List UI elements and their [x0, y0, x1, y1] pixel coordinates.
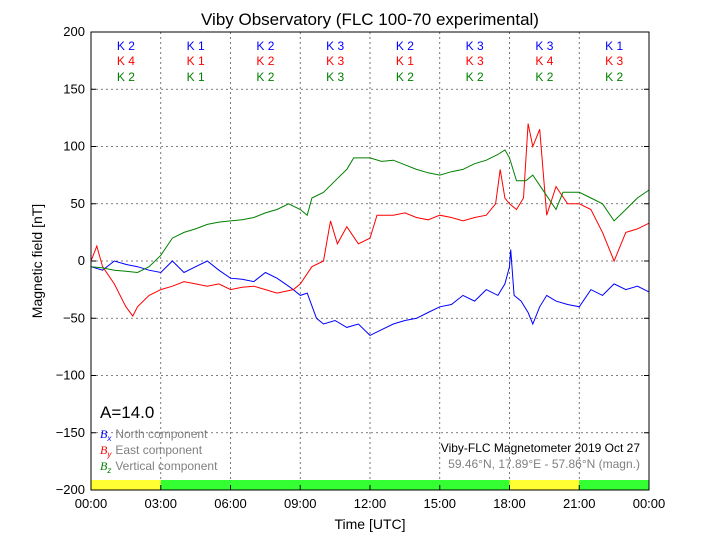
k-index-north: K 3 — [535, 39, 553, 53]
k-index-north: K 1 — [187, 39, 205, 53]
legend-label: North component — [115, 427, 208, 441]
x-tick-label: 09:00 — [284, 496, 317, 511]
activity-bar — [91, 480, 649, 490]
x-tick-label: 12:00 — [354, 496, 387, 511]
k-index-east: K 4 — [117, 54, 135, 68]
y-tick-label: −200 — [56, 482, 85, 497]
x-tick-label: 15:00 — [423, 496, 456, 511]
k-index-vertical: K 2 — [535, 70, 553, 84]
legend-entry: By East component — [100, 443, 203, 459]
k-index-east: K 1 — [187, 54, 205, 68]
k-index-vertical: K 3 — [326, 70, 344, 84]
k-index-vertical: K 2 — [256, 70, 274, 84]
chart-title: Viby Observatory (FLC 100-70 experimenta… — [201, 10, 539, 29]
y-tick-label: 50 — [71, 196, 85, 211]
legend-entry: Bz Vertical component — [100, 459, 218, 475]
legend-entry: Bx North component — [100, 427, 208, 443]
legend-symbol: B — [100, 459, 108, 473]
y-tick-label: 0 — [78, 253, 85, 268]
activity-segment — [160, 480, 510, 490]
k-index-north: K 2 — [117, 39, 135, 53]
k-index-vertical: K 1 — [187, 70, 205, 84]
k-index-vertical: K 2 — [466, 70, 484, 84]
legend-label: Vertical component — [115, 459, 218, 473]
station-label: Viby-FLC Magnetometer 2019 Oct 27 — [441, 441, 641, 455]
series-Bx — [90, 249, 650, 337]
x-tick-label: 06:00 — [214, 496, 247, 511]
legend-subscript: z — [106, 466, 111, 475]
y-axis-label: Magnetic field [nT] — [29, 204, 45, 318]
x-tick-label: 21:00 — [563, 496, 596, 511]
k-index-north: K 1 — [605, 39, 623, 53]
k-index-vertical: K 2 — [396, 70, 414, 84]
k-index-north: K 3 — [466, 39, 484, 53]
axis-ticks: 00:00 03:00 06:00 09:00 12:00 15:00 18:00 21:00… — [56, 24, 666, 511]
k-index-east: K 3 — [326, 54, 344, 68]
series-Bz — [90, 149, 650, 274]
legend-label: East component — [115, 443, 202, 457]
k-index-vertical: K 2 — [117, 70, 135, 84]
grid — [91, 32, 649, 490]
y-tick-label: 150 — [63, 81, 85, 96]
x-tick-label: 03:00 — [144, 496, 177, 511]
activity-segment — [509, 480, 580, 490]
x-tick-label: 00:00 — [633, 496, 666, 511]
legend-symbol: B — [100, 443, 108, 457]
k-index-vertical: K 2 — [605, 70, 623, 84]
y-tick-label: 100 — [63, 139, 85, 154]
activity-segment — [579, 480, 649, 490]
x-axis-label: Time [UTC] — [334, 516, 405, 532]
series-By — [90, 123, 650, 317]
legend-subscript: y — [106, 450, 112, 459]
plot-frame — [90, 31, 650, 491]
legend-symbol: B — [100, 427, 108, 441]
x-tick-label: 00:00 — [75, 496, 108, 511]
k-index-east: K 3 — [466, 54, 484, 68]
activity-segment — [91, 480, 161, 490]
y-tick-label: −150 — [56, 425, 85, 440]
k-index-east: K 2 — [256, 54, 274, 68]
y-tick-label: −50 — [63, 310, 85, 325]
k-index-north: K 2 — [256, 39, 274, 53]
y-tick-label: 200 — [63, 24, 85, 39]
k-index-north: K 3 — [326, 39, 344, 53]
x-tick-label: 18:00 — [493, 496, 526, 511]
k-index-east: K 3 — [605, 54, 623, 68]
k-index-east: K 4 — [535, 54, 553, 68]
k-index-east: K 1 — [396, 54, 414, 68]
y-tick-label: −100 — [56, 368, 85, 383]
k-index-north: K 2 — [396, 39, 414, 53]
series-lines — [90, 123, 650, 337]
legend-subscript: x — [106, 434, 112, 443]
a-index: A=14.0 — [100, 403, 154, 422]
coords-label: 59.46°N, 17.89°E - 57.86°N (magn.) — [448, 457, 640, 471]
